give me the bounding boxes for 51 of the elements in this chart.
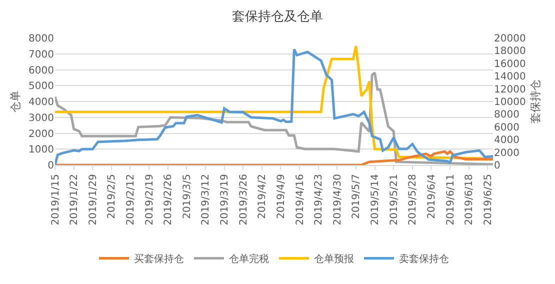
y2-tick-label: 12000 — [494, 84, 526, 96]
y2-axis-title: 套保持仓 — [529, 80, 542, 124]
x-tick-label: 2019/3/5 — [182, 174, 193, 219]
x-tick-label: 2019/2/19 — [144, 174, 156, 226]
legend-label: 买套保持仓 — [134, 253, 184, 266]
x-tick-label: 2019/1/22 — [69, 174, 80, 226]
y2-tick-label: 8000 — [494, 110, 520, 121]
x-tick-label: 2019/6/25 — [482, 174, 494, 226]
y2-tick-label: 20000 — [494, 34, 526, 44]
legend-label: 仓单预报 — [314, 253, 354, 266]
legend-label: 卖套保持仓 — [399, 253, 449, 266]
x-tick-label: 2019/5/28 — [408, 174, 419, 226]
x-tick-label: 2019/3/12 — [200, 174, 212, 226]
y2-tick-label: 14000 — [494, 72, 526, 83]
x-tick-label: 2019/1/15 — [50, 174, 62, 226]
x-tick-label: 2019/4/23 — [314, 174, 325, 226]
y-tick-label: 8000 — [28, 34, 54, 44]
x-tick-label: 2019/4/30 — [332, 174, 344, 226]
x-tick-label: 2019/6/11 — [445, 174, 456, 226]
x-tick-label: 2019/5/14 — [370, 174, 382, 226]
y-tick-label: 5000 — [28, 81, 54, 92]
y2-tick-label: 6000 — [494, 122, 520, 134]
y-tick-label: 2000 — [28, 128, 54, 140]
x-tick-label: 2019/2/12 — [125, 174, 136, 226]
y-tick-label: 0 — [48, 160, 54, 172]
y-tick-label: 3000 — [28, 112, 54, 124]
y-tick-label: 1000 — [28, 144, 54, 156]
x-tick-label: 2019/3/26 — [238, 174, 250, 226]
x-tick-label: 2019/2/5 — [106, 174, 118, 219]
x-tick-label: 2019/1/29 — [88, 174, 99, 226]
y-axis-title: 仓单 — [9, 90, 22, 112]
x-tick-label: 2019/5/7 — [351, 174, 362, 219]
x-tick-label: 2019/5/21 — [388, 174, 400, 226]
x-tick-label: 2019/4/2 — [257, 174, 268, 219]
y-tick-label: 7000 — [28, 49, 54, 60]
y2-tick-label: 2000 — [494, 148, 520, 159]
y-tick-label: 6000 — [28, 65, 54, 76]
x-tick-label: 2019/6/18 — [464, 174, 476, 226]
y2-tick-label: 4000 — [494, 135, 520, 146]
x-tick-label: 2019/4/16 — [294, 174, 306, 226]
y2-tick-label: 10000 — [494, 97, 526, 108]
y-tick-label: 4000 — [28, 97, 54, 108]
y2-tick-label: 0 — [494, 160, 500, 172]
x-tick-label: 2019/2/26 — [163, 174, 174, 226]
x-tick-label: 2019/6/4 — [426, 174, 438, 219]
x-tick-label: 2019/3/19 — [220, 174, 231, 226]
legend-label: 仓单完税 — [229, 253, 269, 266]
chart-title: 套保持仓及仓单 — [232, 9, 323, 24]
x-tick-label: 2019/4/9 — [276, 174, 287, 219]
y2-tick-label: 16000 — [494, 58, 526, 70]
y2-tick-label: 18000 — [494, 46, 526, 58]
